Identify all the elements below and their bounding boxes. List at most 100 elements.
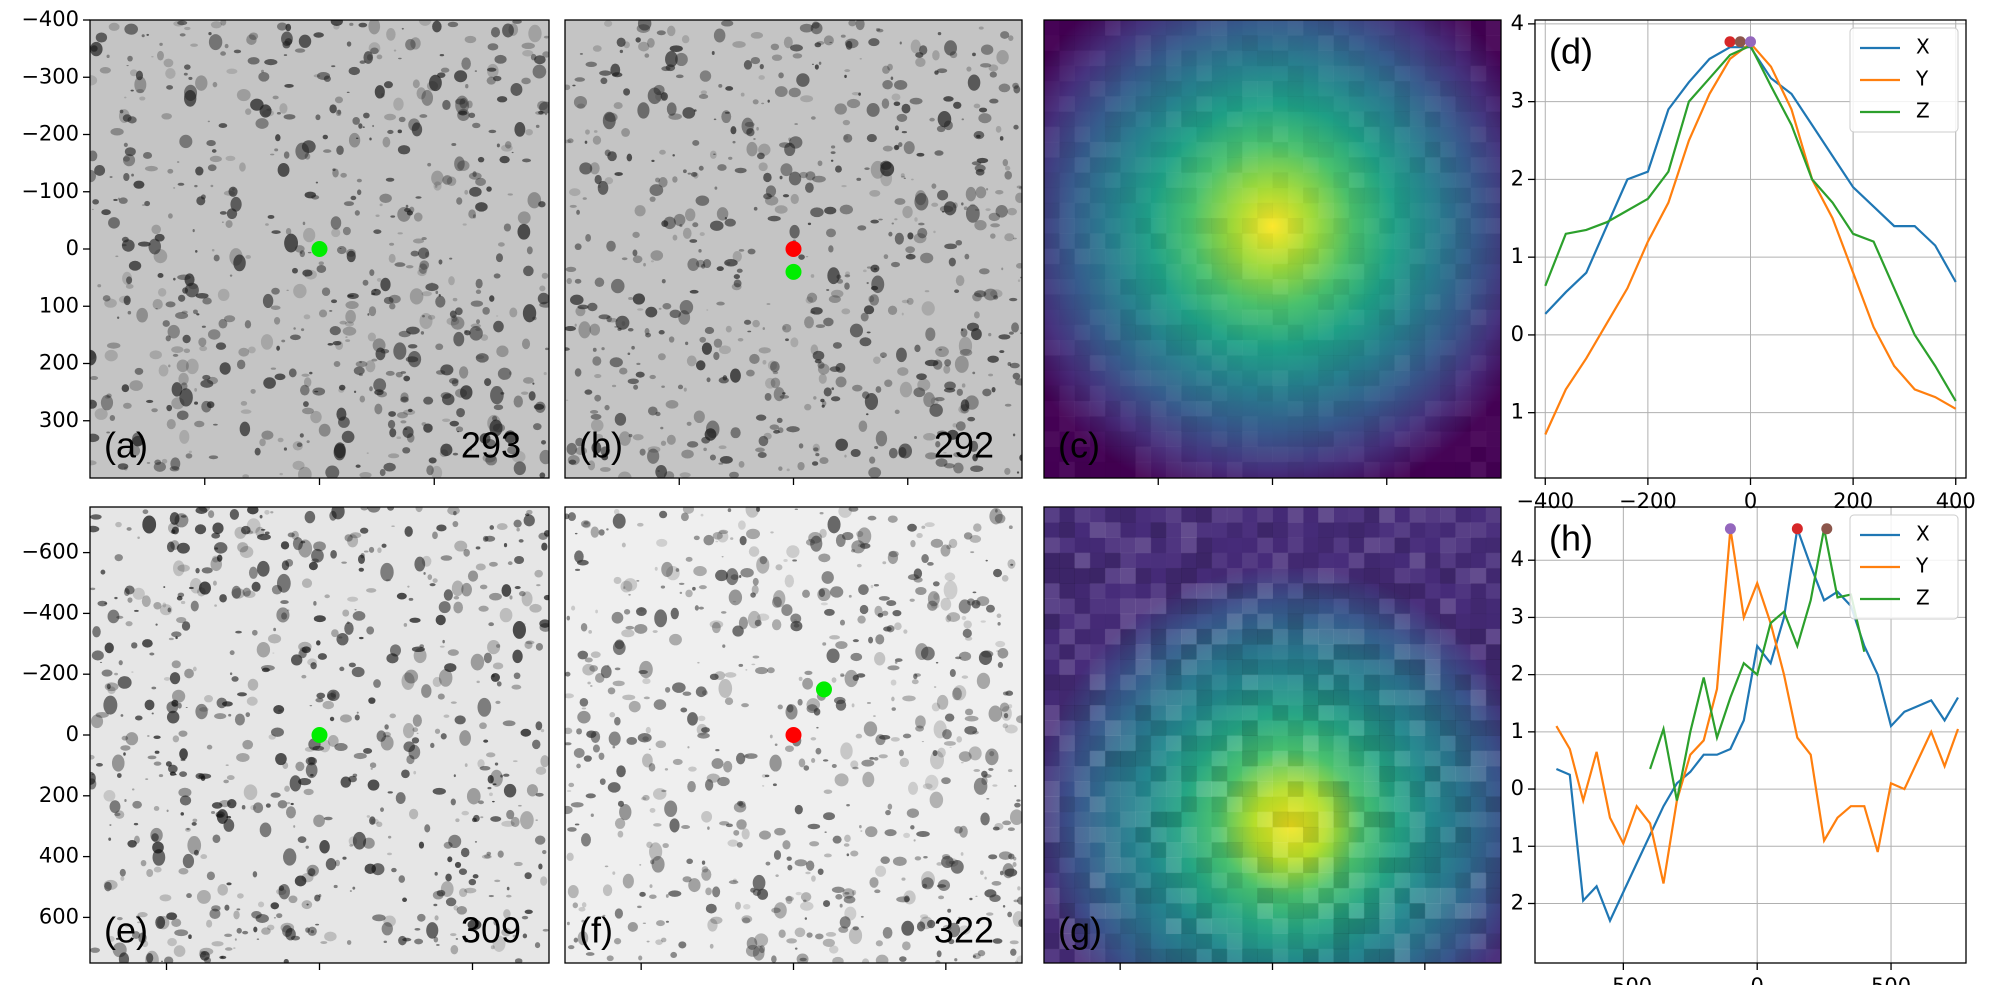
texture <box>820 602 828 606</box>
texture <box>1120 446 1136 463</box>
texture <box>1333 765 1350 782</box>
texture <box>828 245 834 253</box>
texture <box>388 253 396 263</box>
texture <box>906 808 920 818</box>
texture <box>445 897 457 907</box>
texture <box>1181 628 1197 645</box>
texture <box>1151 447 1167 463</box>
texture <box>1257 462 1273 478</box>
texture <box>195 703 208 720</box>
texture <box>377 547 382 554</box>
texture <box>890 261 901 268</box>
texture <box>852 926 859 931</box>
texture <box>806 860 815 871</box>
texture <box>178 730 188 737</box>
texture <box>1226 720 1243 736</box>
texture <box>443 714 450 718</box>
texture <box>338 636 343 639</box>
texture <box>845 40 853 50</box>
texture <box>949 669 956 678</box>
texture <box>1242 218 1258 234</box>
texture <box>1059 918 1075 935</box>
texture <box>1394 948 1411 963</box>
texture <box>539 472 546 478</box>
texture <box>1455 157 1471 173</box>
texture <box>1379 765 1395 782</box>
texture <box>196 313 200 316</box>
texture <box>1379 629 1395 645</box>
texture <box>1273 386 1289 402</box>
texture <box>1379 65 1395 82</box>
texture <box>1135 294 1151 310</box>
texture <box>746 369 755 377</box>
texture <box>1257 765 1273 782</box>
texture <box>1318 309 1334 326</box>
texture <box>1212 401 1228 417</box>
texture <box>1165 583 1182 599</box>
texture <box>1379 81 1395 97</box>
texture <box>425 251 430 258</box>
texture <box>185 453 193 459</box>
texture <box>1424 507 1441 523</box>
texture <box>184 84 198 102</box>
texture <box>1212 188 1228 204</box>
texture <box>308 561 318 571</box>
texture <box>1424 400 1441 417</box>
texture <box>101 209 111 216</box>
texture <box>237 893 244 899</box>
texture <box>496 345 509 358</box>
texture <box>488 894 494 898</box>
texture <box>168 637 174 641</box>
texture <box>973 523 982 532</box>
texture <box>1181 35 1197 51</box>
texture <box>733 802 747 813</box>
texture <box>303 314 311 320</box>
texture <box>1074 750 1091 767</box>
texture <box>1287 567 1304 584</box>
texture <box>698 249 702 253</box>
texture <box>1379 462 1395 478</box>
texture <box>882 65 890 74</box>
texture <box>1455 537 1472 554</box>
texture <box>817 363 830 375</box>
texture <box>159 894 172 902</box>
texture <box>1150 233 1167 249</box>
texture <box>1257 111 1273 127</box>
texture <box>1166 416 1182 432</box>
texture <box>1410 233 1426 249</box>
texture <box>1090 294 1106 310</box>
texture <box>1181 355 1197 371</box>
texture <box>943 463 955 469</box>
texture <box>755 667 768 675</box>
texture <box>1059 598 1075 615</box>
texture <box>469 186 482 197</box>
texture <box>1410 111 1426 127</box>
texture <box>642 678 651 685</box>
texture <box>1363 918 1380 935</box>
texture <box>454 70 468 83</box>
texture <box>1287 537 1304 554</box>
texture <box>585 952 595 956</box>
texture <box>1181 659 1197 676</box>
texture <box>959 348 973 357</box>
texture <box>1044 141 1060 158</box>
texture <box>569 188 581 197</box>
texture <box>1226 644 1243 660</box>
texture <box>1410 309 1426 325</box>
texture <box>1287 903 1304 919</box>
texture <box>1302 781 1319 797</box>
texture <box>1104 248 1121 265</box>
texture <box>1196 766 1212 782</box>
texture <box>288 368 297 378</box>
texture <box>812 175 826 183</box>
texture <box>659 510 668 519</box>
texture <box>440 555 453 561</box>
texture <box>210 184 214 188</box>
texture <box>649 807 656 813</box>
texture <box>944 40 957 56</box>
texture <box>952 423 958 428</box>
texture <box>1120 934 1136 950</box>
texture <box>1044 842 1060 858</box>
texture <box>1424 598 1441 615</box>
texture <box>580 622 588 632</box>
